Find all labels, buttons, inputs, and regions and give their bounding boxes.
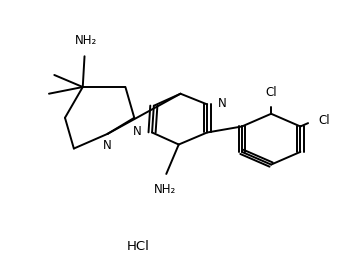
Text: HCl: HCl bbox=[126, 240, 149, 253]
Text: N: N bbox=[103, 139, 112, 152]
Text: Cl: Cl bbox=[265, 86, 277, 99]
Text: N: N bbox=[132, 125, 142, 138]
Text: N: N bbox=[218, 97, 227, 109]
Text: Cl: Cl bbox=[319, 114, 330, 127]
Text: NH₂: NH₂ bbox=[75, 34, 97, 47]
Text: NH₂: NH₂ bbox=[153, 183, 176, 196]
